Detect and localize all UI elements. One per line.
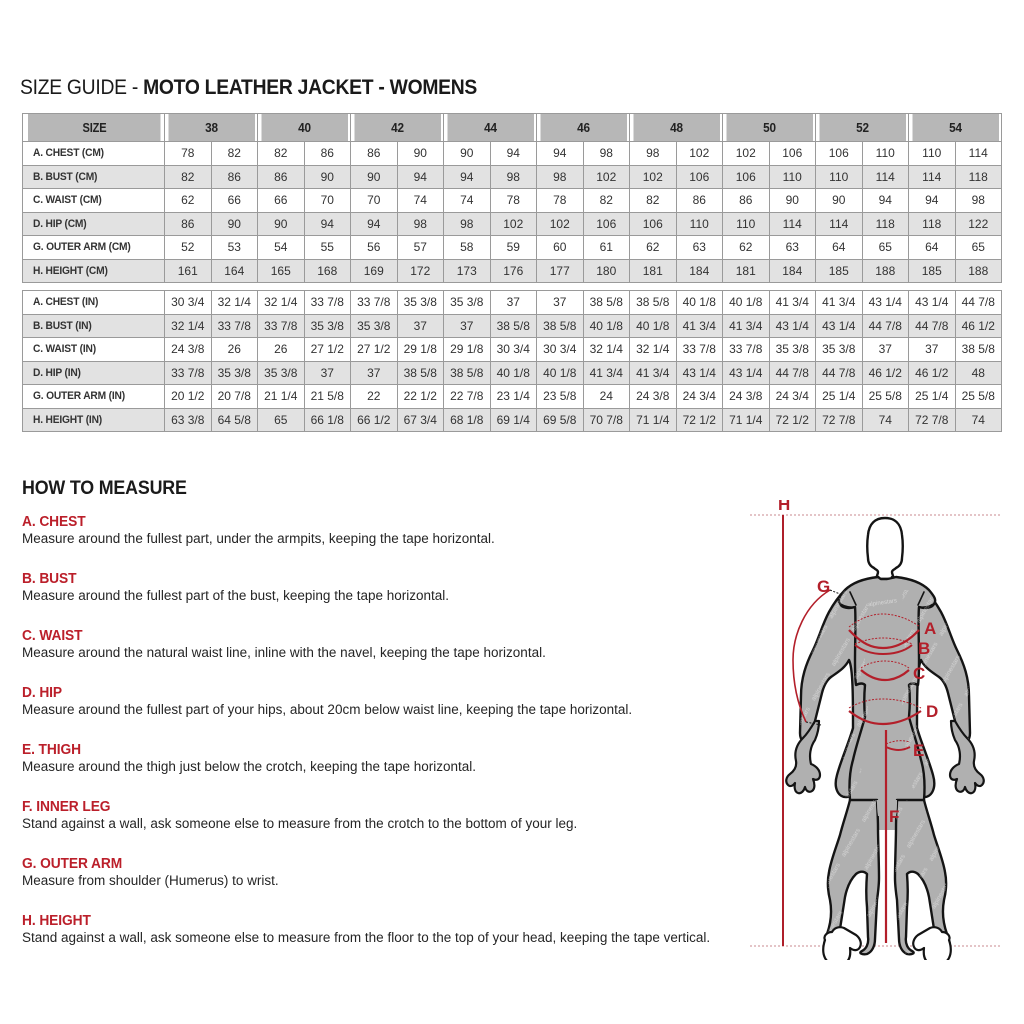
svg-text:D: D (926, 702, 938, 721)
svg-text:E: E (913, 741, 924, 760)
svg-text:H: H (778, 500, 790, 514)
svg-text:F: F (889, 807, 899, 826)
svg-text:B: B (918, 639, 930, 658)
svg-text:G: G (817, 577, 830, 596)
svg-text:A: A (924, 619, 936, 638)
svg-text:C: C (913, 664, 925, 683)
